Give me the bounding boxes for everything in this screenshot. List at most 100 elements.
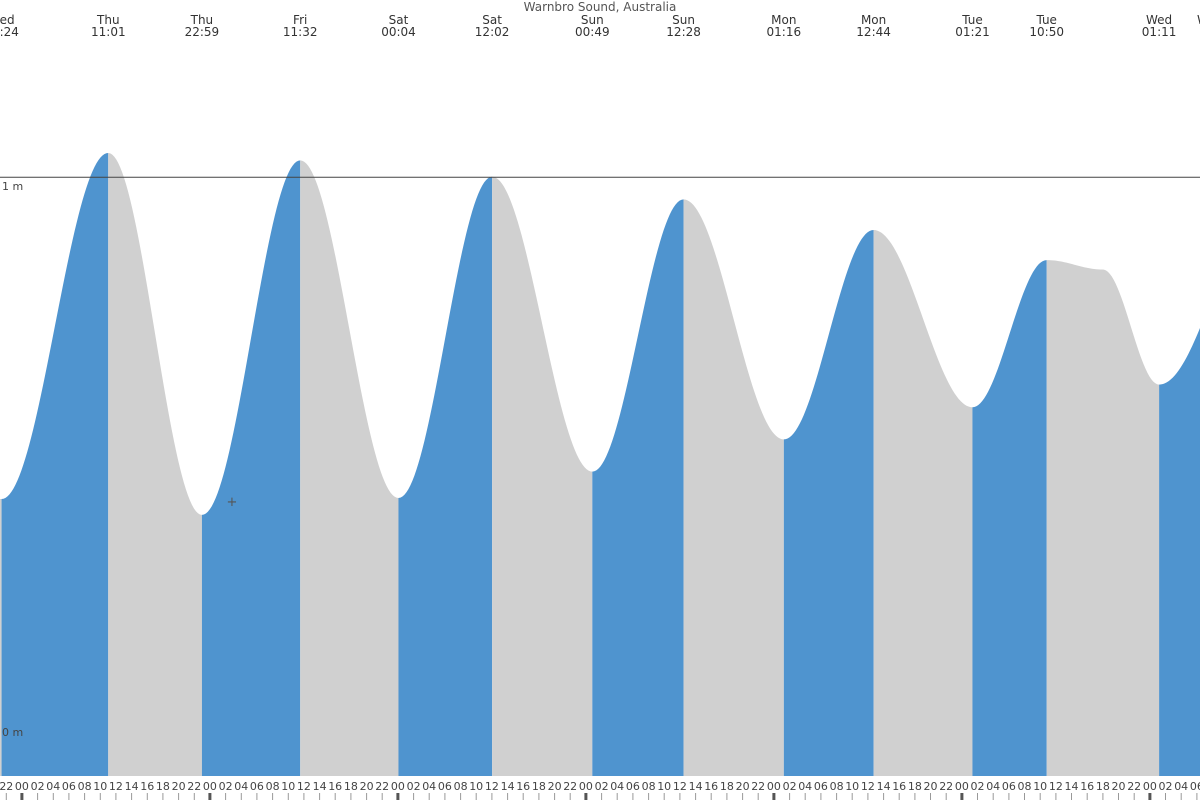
hour-tick-label: 00 [1143, 780, 1157, 793]
extrema-time-label: 01:11 [1142, 25, 1177, 39]
hour-tick-label: 02 [595, 780, 609, 793]
hour-tick-label: 10 [469, 780, 483, 793]
hour-tick-label: 00 [391, 780, 405, 793]
hour-tick-label: 06 [438, 780, 452, 793]
extrema-time-label: 22:59 [185, 25, 220, 39]
hour-tick-label: 22 [375, 780, 389, 793]
chart-title: Warnbro Sound, Australia [524, 0, 677, 14]
hour-tick-label: 12 [297, 780, 311, 793]
extrema-day-label: Thu [96, 13, 120, 27]
hour-tick-label: 20 [924, 780, 938, 793]
hour-tick-label: 06 [1002, 780, 1016, 793]
hour-tick-label: 18 [156, 780, 170, 793]
extrema-labels: Wed21:24Thu11:01Thu22:59Fri11:32Sat00:04… [0, 13, 1200, 39]
extrema-day-label: Wed [1146, 13, 1172, 27]
hour-tick-label: 14 [689, 780, 703, 793]
extrema-time-label: 00:49 [575, 25, 610, 39]
extrema-time-label: 21:24 [0, 25, 19, 39]
hour-tick-label: 02 [1159, 780, 1173, 793]
tide-area [0, 152, 1200, 777]
rising-tide-segment [783, 230, 874, 776]
extrema-time-label: 11:32 [283, 25, 318, 39]
hour-tick-label: 16 [328, 780, 342, 793]
hour-tick-label: 20 [360, 780, 374, 793]
hour-tick-label: 20 [736, 780, 750, 793]
hour-tick-label: 14 [501, 780, 515, 793]
hour-tick-label: 06 [250, 780, 264, 793]
rising-tide-segment [1159, 328, 1200, 776]
hour-tick-label: 08 [830, 780, 844, 793]
extrema-day-label: Thu [190, 13, 214, 27]
hour-tick-label: 20 [1112, 780, 1126, 793]
extrema-day-label: Tue [1035, 13, 1057, 27]
hour-tick-label: 16 [704, 780, 718, 793]
hour-tick-label: 04 [422, 780, 436, 793]
rising-tide-segment [972, 260, 1047, 776]
hour-tick-label: 14 [877, 780, 891, 793]
hour-tick-label: 02 [219, 780, 233, 793]
hour-tick-label: 00 [203, 780, 217, 793]
hour-tick-label: 16 [140, 780, 154, 793]
falling-tide-segment [873, 230, 973, 776]
hour-tick-label: 12 [673, 780, 687, 793]
extrema-time-label: 01:16 [767, 25, 802, 39]
extrema-day-label: Sun [581, 13, 604, 27]
falling-tide-segment [300, 160, 399, 776]
rising-tide-segment [398, 176, 493, 777]
rising-tide-segment [201, 160, 301, 776]
extrema-day-label: Mon [861, 13, 886, 27]
hour-tick-label: 12 [1049, 780, 1063, 793]
hour-tick-label: 10 [657, 780, 671, 793]
hour-tick-label: 02 [971, 780, 985, 793]
extrema-day-label: Mon [771, 13, 796, 27]
hour-tick-label: 10 [845, 780, 859, 793]
hour-tick-label: 06 [1190, 780, 1200, 793]
hour-tick-label: 02 [783, 780, 797, 793]
extrema-time-label: 01:21 [955, 25, 990, 39]
y-tick-label-1m: 1 m [2, 180, 23, 193]
hour-tick-label: 00 [955, 780, 969, 793]
hour-tick-label: 06 [62, 780, 76, 793]
extrema-time-label: 00:04 [381, 25, 416, 39]
hour-tick-label: 18 [908, 780, 922, 793]
hour-tick-label: 18 [532, 780, 546, 793]
hour-tick-label: 00 [767, 780, 781, 793]
hour-tick-label: 12 [109, 780, 123, 793]
rising-tide-segment [592, 199, 684, 776]
hour-tick-label: 00 [15, 780, 29, 793]
extrema-day-label: Sun [672, 13, 695, 27]
hour-tick-label: 04 [1174, 780, 1188, 793]
hour-tick-label: 04 [610, 780, 624, 793]
extrema-day-label-partial: W [1197, 13, 1200, 27]
hour-tick-label: 08 [266, 780, 280, 793]
hour-tick-label: 06 [626, 780, 640, 793]
hour-tick-label: 12 [485, 780, 499, 793]
hour-tick-label: 04 [46, 780, 60, 793]
hour-tick-label: 22 [187, 780, 201, 793]
hour-tick-label: 06 [814, 780, 828, 793]
hour-tick-label: 08 [642, 780, 656, 793]
hour-tick-label: 22 [0, 780, 13, 793]
hour-tick-label: 04 [986, 780, 1000, 793]
y-tick-label-0m: 0 m [2, 726, 23, 739]
hour-tick-label: 10 [93, 780, 107, 793]
hour-tick-label: 16 [1080, 780, 1094, 793]
hour-tick-label: 22 [751, 780, 765, 793]
hour-tick-label: 18 [344, 780, 358, 793]
hour-tick-label: 00 [579, 780, 593, 793]
hour-tick-label: 02 [31, 780, 45, 793]
extrema-time-label: 12:28 [666, 25, 701, 39]
hour-tick-label: 08 [1018, 780, 1032, 793]
falling-tide-segment [1046, 260, 1160, 776]
extrema-day-label: Wed [0, 13, 15, 27]
hour-tick-label: 18 [720, 780, 734, 793]
falling-tide-segment [683, 199, 784, 776]
extrema-day-label: Sat [482, 13, 502, 27]
hour-tick-label: 16 [892, 780, 906, 793]
hour-tick-label: 14 [313, 780, 327, 793]
extrema-day-label: Sat [389, 13, 409, 27]
extrema-day-label: Fri [293, 13, 307, 27]
hour-tick-label: 02 [407, 780, 421, 793]
falling-tide-segment [0, 498, 2, 776]
